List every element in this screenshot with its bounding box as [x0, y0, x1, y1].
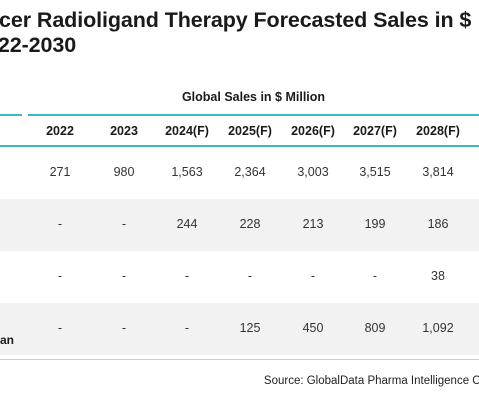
table-cell: 244: [176, 217, 198, 231]
table-row: an - - - 125 450 809 1,092: [0, 303, 479, 355]
table-cell: -: [57, 217, 63, 231]
row-label: an: [0, 333, 15, 347]
column-group-label: Global Sales in $ Million: [181, 90, 326, 104]
year-header-cell: 2022: [46, 124, 74, 138]
stub-header-spacer: [0, 82, 22, 116]
table-cell: 213: [302, 217, 324, 231]
table-cell: 450: [302, 321, 324, 335]
source-note: Source: GlobalData Pharma Intelligence C…: [263, 375, 479, 387]
table-cell: 1,092: [422, 321, 454, 335]
table-cell: -: [372, 269, 378, 283]
title-line-1: ncer Radioligand Therapy Forecasted Sale…: [0, 8, 472, 32]
table-cell: 38: [431, 269, 445, 283]
table-cell: 228: [239, 217, 261, 231]
year-header-cell: 2023: [110, 124, 138, 138]
table-cell: -: [57, 269, 63, 283]
year-header-cell: 2028(F): [416, 124, 460, 138]
table-cell: -: [121, 321, 127, 335]
table-cell: 199: [364, 217, 386, 231]
table-row: 271 980 1,563 2,364 3,003 3,515 3,814: [0, 147, 479, 199]
table-cell: -: [247, 269, 253, 283]
table-bottom-rule: [0, 359, 479, 360]
table-cell: 3,515: [359, 165, 391, 179]
column-group-header: Global Sales in $ Million: [28, 82, 479, 116]
table-cell: 271: [49, 165, 71, 179]
year-header-cell: 2025(F): [228, 124, 272, 138]
table-cell: -: [184, 269, 190, 283]
table-cell: 3,814: [422, 165, 454, 179]
stub-header-cell: [0, 117, 22, 145]
table-cell: -: [57, 321, 63, 335]
title-line-2: 022-2030: [0, 33, 77, 57]
table-cell: -: [184, 321, 190, 335]
table-cell: 186: [427, 217, 449, 231]
year-header-cell: 2026(F): [291, 124, 335, 138]
table-cell: 3,003: [297, 165, 329, 179]
table-cell: -: [121, 217, 127, 231]
year-header-row: 2022 2023 2024(F) 2025(F) 2026(F) 2027(F) 2028…: [0, 117, 479, 147]
table-row: - - - - - - 38: [0, 251, 479, 303]
table-cell: 980: [113, 165, 135, 179]
table-cell: 1,563: [171, 165, 203, 179]
table-cell: 809: [364, 321, 386, 335]
year-header-cell: 2027(F): [353, 124, 397, 138]
page-title: ncer Radioligand Therapy Forecasted Sale…: [0, 8, 471, 58]
table-cell: -: [310, 269, 316, 283]
table-cell: 125: [239, 321, 261, 335]
table-cell: -: [121, 269, 127, 283]
table-row: - - 244 228 213 199 186: [0, 199, 479, 251]
year-header-cell: 2024(F): [165, 124, 209, 138]
table-cell: 2,364: [234, 165, 266, 179]
